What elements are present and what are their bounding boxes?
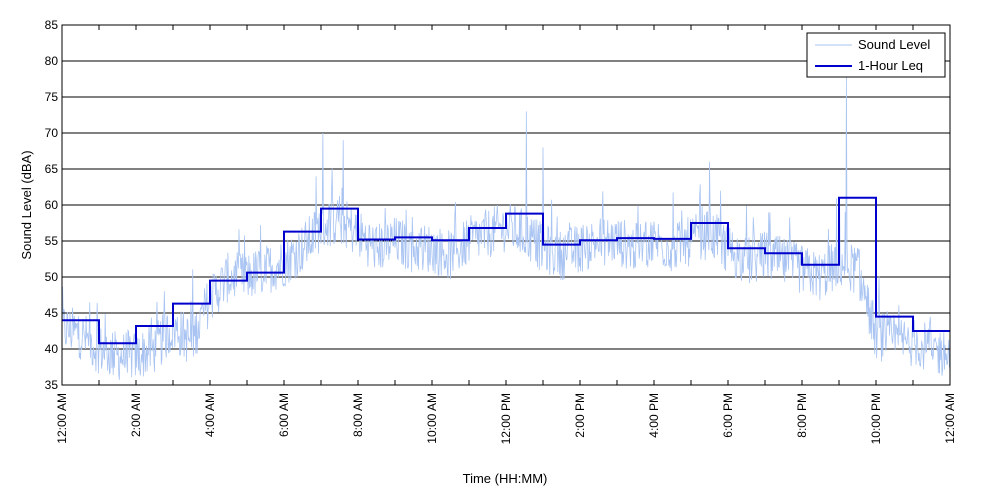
legend-label-leq: 1-Hour Leq: [858, 58, 923, 73]
y-axis-title: Sound Level (dBA): [19, 150, 34, 259]
x-tick-label: 6:00 AM: [277, 393, 291, 437]
leq-step-line: [62, 196, 950, 345]
x-tick-label: 2:00 PM: [573, 393, 587, 438]
x-tick-label: 6:00 PM: [721, 393, 735, 438]
y-tick-label: 65: [45, 162, 59, 176]
x-tick-label: 4:00 PM: [647, 393, 661, 438]
x-tick-label: 10:00 PM: [869, 393, 883, 444]
series-leq: [62, 196, 950, 345]
x-tick-label: 12:00 AM: [943, 393, 957, 444]
y-tick-label: 85: [45, 18, 59, 32]
legend-box: [806, 32, 946, 78]
y-tick-label: 35: [45, 378, 59, 392]
y-tick-label: 50: [45, 270, 59, 284]
legend: Sound Level 1-Hour Leq: [806, 32, 946, 78]
y-tick-label: 70: [45, 126, 59, 140]
x-tick-label: 4:00 AM: [203, 393, 217, 437]
y-tick-label: 45: [45, 306, 59, 320]
y-tick-label: 55: [45, 234, 59, 248]
x-tick-label: 12:00 AM: [55, 393, 69, 444]
y-tick-label: 60: [45, 198, 59, 212]
grid-lines: [62, 60, 950, 350]
y-tick-label: 40: [45, 342, 59, 356]
x-tick-label: 8:00 AM: [351, 393, 365, 437]
x-tick-label: 2:00 AM: [129, 393, 143, 437]
y-axis-ticks: 35 40 45 50 55 60 65 70 75 80 85: [45, 18, 950, 392]
x-axis-title: Time (HH:MM): [463, 471, 548, 486]
x-axis-ticks: 12:00 AM 2:00 AM 4:00 AM 6:00 AM 8:00 AM 10:0…: [55, 25, 957, 444]
x-tick-label: 12:00 PM: [499, 393, 513, 444]
x-tick-label: 10:00 AM: [425, 393, 439, 444]
x-tick-label: 8:00 PM: [795, 393, 809, 438]
y-tick-label: 80: [45, 54, 59, 68]
legend-label-sound-level: Sound Level: [858, 37, 930, 52]
y-tick-label: 75: [45, 90, 59, 104]
